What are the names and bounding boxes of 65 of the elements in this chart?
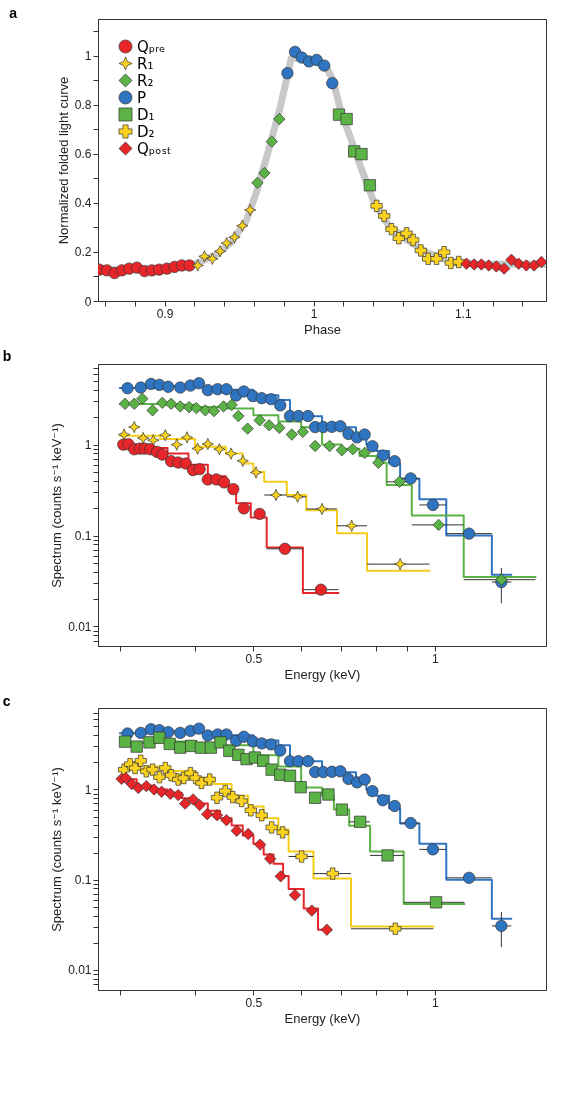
- point: [206, 252, 219, 265]
- y-tick-label: 0.1: [74, 529, 92, 544]
- point: [273, 113, 286, 126]
- y-axis-title: Spectrum (counts s⁻¹ keV⁻¹): [49, 767, 65, 932]
- point: [183, 259, 196, 272]
- point: [535, 255, 546, 269]
- y-tick-label: 0.6: [74, 147, 92, 162]
- point: [281, 67, 294, 80]
- point: [258, 166, 271, 180]
- x-axis-title: Energy (keV): [284, 1010, 361, 1026]
- legend-label: R₂: [137, 71, 154, 90]
- point: [363, 179, 376, 192]
- y-tick-label: 0.1: [74, 873, 92, 888]
- point: [236, 219, 249, 232]
- chart-title: c: [2, 693, 11, 710]
- y-tick-label: 0.2: [74, 245, 92, 260]
- point: [528, 259, 541, 272]
- y-tick-label: 0.01: [68, 619, 92, 634]
- x-tick-label: 0.5: [245, 995, 263, 1010]
- point: [251, 176, 264, 189]
- point: [228, 231, 241, 244]
- point: [400, 227, 413, 240]
- y-tick-label: 0.01: [68, 963, 92, 978]
- x-tick-label: 1.1: [454, 306, 472, 321]
- point: [505, 253, 518, 266]
- point: [326, 77, 339, 90]
- y-axis-title: Spectrum (counts s⁻¹ keV⁻¹): [49, 423, 65, 588]
- x-axis-title: Phase: [304, 321, 341, 337]
- y-tick-label: 1: [84, 438, 92, 453]
- legend-label: D₁: [137, 105, 155, 124]
- point: [355, 148, 368, 161]
- legend-label: P: [137, 88, 147, 107]
- point: [414, 244, 427, 257]
- point: [498, 262, 511, 275]
- point: [318, 59, 331, 72]
- point: [191, 259, 204, 272]
- point: [214, 245, 227, 258]
- point: [385, 223, 398, 236]
- legend-label: R₁: [137, 54, 154, 73]
- point: [438, 246, 451, 259]
- y-tick-label: 0.8: [74, 98, 92, 113]
- point: [198, 250, 211, 263]
- legend-label: Qₚₒₛₜ: [137, 139, 172, 158]
- chart-title: a: [9, 5, 18, 21]
- x-axis-title: Energy (keV): [284, 666, 361, 682]
- x-tick-label: 0.5: [245, 651, 263, 666]
- point: [220, 237, 233, 250]
- point: [407, 233, 420, 246]
- point: [430, 252, 443, 265]
- legend-label: D₂: [137, 122, 155, 141]
- point: [370, 199, 383, 212]
- y-tick-label: 0.4: [74, 196, 92, 211]
- x-tick-label: 1: [310, 306, 318, 321]
- y-tick-label: 0: [84, 294, 92, 309]
- y-tick-label: 1: [84, 49, 92, 64]
- legend-label: Qₚᵣₑ: [137, 37, 166, 56]
- y-axis-title: Normalized folded light curve: [55, 76, 71, 245]
- y-tick-label: 1: [84, 783, 92, 797]
- point: [244, 203, 257, 217]
- point: [340, 113, 353, 126]
- point: [265, 135, 278, 148]
- point: [490, 260, 503, 273]
- point: [378, 209, 391, 222]
- chart-title: b: [2, 347, 12, 364]
- x-tick-label: 0.9: [156, 306, 174, 321]
